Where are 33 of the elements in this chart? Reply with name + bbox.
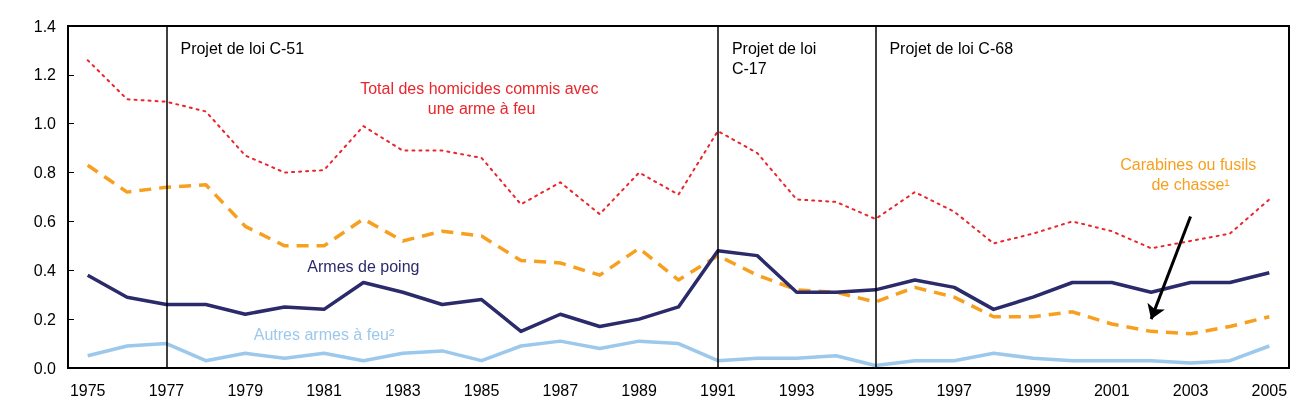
y-tick-label: 1.4 bbox=[33, 17, 57, 35]
y-tick-label: 0.4 bbox=[33, 261, 57, 279]
series-label: Total des homicides commis avec une arme à feu bbox=[360, 80, 603, 118]
x-tick-label: 1993 bbox=[778, 381, 815, 399]
y-tick-label: 0.2 bbox=[33, 310, 57, 328]
y-tick-label: 0.0 bbox=[33, 359, 57, 377]
x-tick-label: 2003 bbox=[1172, 381, 1209, 399]
line-series bbox=[85, 339, 1272, 368]
ref-line-label: Projet de loi C-68 bbox=[889, 39, 1014, 57]
line-series bbox=[86, 59, 1271, 250]
x-tick-label: 1977 bbox=[148, 381, 185, 399]
x-tick-label: 1987 bbox=[542, 381, 579, 399]
y-tick-label: 0.8 bbox=[33, 164, 57, 182]
text: Carabines ou fusils de chasse¹ bbox=[1120, 156, 1261, 194]
x-tick-label: 2005 bbox=[1251, 381, 1288, 399]
ref-line-label: Projet de loi C-51 bbox=[180, 39, 305, 57]
x-tick-label: 1975 bbox=[69, 381, 106, 399]
x-tick-label: 1999 bbox=[1015, 381, 1051, 399]
ref-line-label: Projet de loi C-17 bbox=[731, 39, 821, 77]
x-tick-label: 1989 bbox=[621, 381, 658, 399]
x-tick-label: 1995 bbox=[857, 381, 894, 399]
x-tick-label: 2001 bbox=[1093, 381, 1130, 399]
x-tick-label: 1997 bbox=[936, 381, 973, 399]
y-tick-label: 1.0 bbox=[33, 115, 57, 133]
y-tick-label: 1.2 bbox=[33, 66, 57, 84]
x-tick-label: 1983 bbox=[384, 381, 421, 399]
y-tick-label: 0.6 bbox=[33, 212, 57, 230]
series-label: Armes de poing bbox=[307, 257, 420, 275]
series-label: Autres armes à feu² bbox=[253, 326, 395, 344]
x-tick-label: 1991 bbox=[700, 381, 736, 399]
x-tick-label: 1985 bbox=[463, 381, 500, 399]
x-tick-label: 1981 bbox=[306, 381, 342, 399]
x-tick-label: 1979 bbox=[227, 381, 264, 399]
